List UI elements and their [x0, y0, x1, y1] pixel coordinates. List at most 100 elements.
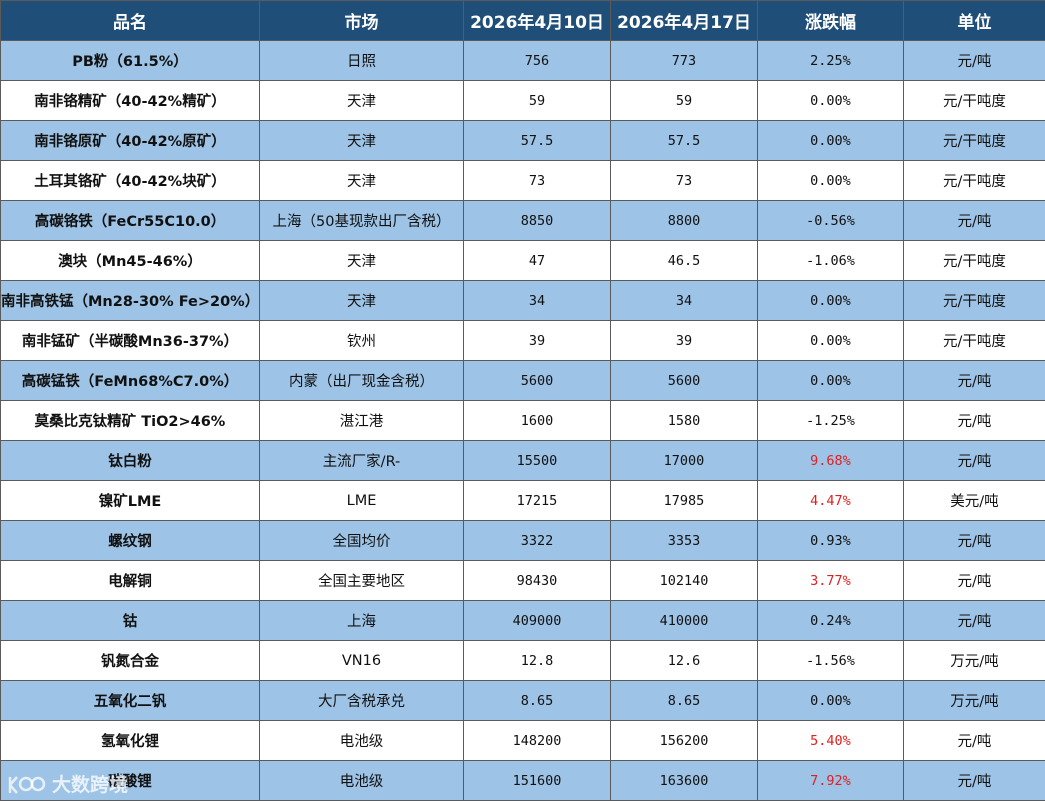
cell-curr-price: 102140 [610, 560, 758, 601]
table-row: 钴上海 409000 410000 0.24% 元/吨 [0, 600, 1045, 641]
table-row: 南非铬原矿（40-42%原矿） 天津 57.5 57.5 0.00% 元/干吨度 [0, 120, 1045, 161]
table-row: 土耳其铬矿（40-42%块矿） 天津 73 73 0.00% 元/干吨度 [0, 160, 1045, 201]
cell-change: -1.56% [757, 640, 904, 681]
cell-prev-price: 73 [463, 160, 611, 201]
cell-change: 0.00% [757, 360, 904, 401]
cell-unit: 元/干吨度 [903, 280, 1045, 321]
cell-change: -0.56% [757, 200, 904, 241]
cell-market: 全国主要地区 [259, 560, 464, 601]
cell-curr-price: 73 [610, 160, 758, 201]
cell-unit: 元/吨 [903, 400, 1045, 441]
cell-name: 碳酸锂 [0, 760, 260, 801]
cell-market: 上海（50基现款出厂含税） [259, 200, 464, 241]
cell-market: 日照 [259, 40, 464, 81]
cell-change: -1.25% [757, 400, 904, 441]
cell-market: 天津 [259, 120, 464, 161]
cell-unit: 元/干吨度 [903, 240, 1045, 281]
cell-change: 0.00% [757, 80, 904, 121]
cell-prev-price: 5600 [463, 360, 611, 401]
cell-curr-price: 46.5 [610, 240, 758, 281]
cell-unit: 万元/吨 [903, 680, 1045, 721]
cell-unit: 万元/吨 [903, 640, 1045, 681]
cell-name: 南非铬原矿（40-42%原矿） [0, 120, 260, 161]
cell-curr-price: 57.5 [610, 120, 758, 161]
cell-change: 0.93% [757, 520, 904, 561]
cell-market: 天津 [259, 280, 464, 321]
cell-change: 0.00% [757, 160, 904, 201]
cell-change: 0.00% [757, 680, 904, 721]
cell-prev-price: 151600 [463, 760, 611, 801]
cell-prev-price: 8850 [463, 200, 611, 241]
cell-unit: 元/吨 [903, 560, 1045, 601]
cell-change: 0.00% [757, 120, 904, 161]
cell-curr-price: 17000 [610, 440, 758, 481]
cell-unit: 美元/吨 [903, 480, 1045, 521]
cell-change: 5.40% [757, 720, 904, 761]
cell-curr-price: 410000 [610, 600, 758, 641]
cell-market: 大厂含税承兑 [259, 680, 464, 721]
cell-change: 9.68% [757, 440, 904, 481]
header-curr-date: 2026年4月17日 [610, 0, 758, 41]
cell-change: 0.24% [757, 600, 904, 641]
cell-market: 天津 [259, 240, 464, 281]
table-row: 碳酸锂 电池级 151600 163600 7.92% 元/吨 [0, 760, 1045, 801]
cell-change: 7.92% [757, 760, 904, 801]
table-row: 氢氧化锂 电池级 148200 156200 5.40% 元/吨 [0, 720, 1045, 761]
cell-curr-price: 773 [610, 40, 758, 81]
cell-unit: 元/吨 [903, 600, 1045, 641]
cell-curr-price: 39 [610, 320, 758, 361]
header-prev-date: 2026年4月10日 [463, 0, 611, 41]
cell-name: 螺纹钢 [0, 520, 260, 561]
table-row: PB粉（61.5%） 日照 756 773 2.25% 元/吨 [0, 40, 1045, 81]
cell-name: 氢氧化锂 [0, 720, 260, 761]
cell-prev-price: 8.65 [463, 680, 611, 721]
cell-prev-price: 756 [463, 40, 611, 81]
table-row: 钛白粉 主流厂家/R- 15500 17000 9.68% 元/吨 [0, 440, 1045, 481]
cell-unit: 元/吨 [903, 520, 1045, 561]
cell-prev-price: 1600 [463, 400, 611, 441]
cell-prev-price: 15500 [463, 440, 611, 481]
cell-curr-price: 12.6 [610, 640, 758, 681]
cell-prev-price: 3322 [463, 520, 611, 561]
cell-unit: 元/吨 [903, 200, 1045, 241]
cell-unit: 元/吨 [903, 760, 1045, 801]
cell-market: VN16 [259, 640, 464, 681]
cell-name: 五氧化二钒 [0, 680, 260, 721]
cell-name: 电解铜 [0, 560, 260, 601]
cell-curr-price: 59 [610, 80, 758, 121]
cell-curr-price: 8.65 [610, 680, 758, 721]
cell-unit: 元/吨 [903, 720, 1045, 761]
cell-prev-price: 39 [463, 320, 611, 361]
cell-name: 澳块（Mn45-46%） [0, 240, 260, 281]
table-row: 高碳铬铁（FeCr55C10.0） 上海（50基现款出厂含税） 8850 8800 -0… [0, 200, 1045, 241]
header-unit: 单位 [903, 0, 1045, 41]
cell-name: 土耳其铬矿（40-42%块矿） [0, 160, 260, 201]
cell-market: 全国均价 [259, 520, 464, 561]
cell-unit: 元/干吨度 [903, 320, 1045, 361]
cell-name: 南非锰矿（半碳酸Mn36-37%） [0, 320, 260, 361]
cell-change: 3.77% [757, 560, 904, 601]
cell-curr-price: 8800 [610, 200, 758, 241]
cell-curr-price: 163600 [610, 760, 758, 801]
cell-unit: 元/干吨度 [903, 80, 1045, 121]
cell-name: 钒氮合金 [0, 640, 260, 681]
table-row: 南非高铁锰（Mn28-30% Fe>20%） 天津 34 34 0.00% 元/干吨度 [0, 280, 1045, 321]
table-row: 钒氮合金 VN16 12.8 12.6 -1.56% 万元/吨 [0, 640, 1045, 681]
header-row: 品名 市场 2026年4月10日 2026年4月17日 涨跌幅 单位 [0, 0, 1045, 41]
table-row: 镍矿LME LME 17215 17985 4.47% 美元/吨 [0, 480, 1045, 521]
cell-curr-price: 3353 [610, 520, 758, 561]
cell-prev-price: 98430 [463, 560, 611, 601]
cell-name: PB粉（61.5%） [0, 40, 260, 81]
cell-unit: 元/吨 [903, 440, 1045, 481]
cell-prev-price: 17215 [463, 480, 611, 521]
cell-name: 高碳锰铁（FeMn68%C7.0%） [0, 360, 260, 401]
table-row: 五氧化二钒 大厂含税承兑 8.65 8.65 0.00% 万元/吨 [0, 680, 1045, 721]
cell-market: 湛江港 [259, 400, 464, 441]
cell-prev-price: 12.8 [463, 640, 611, 681]
cell-market: 钦州 [259, 320, 464, 361]
cell-name: 南非铬精矿（40-42%精矿） [0, 80, 260, 121]
cell-market: LME [259, 480, 464, 521]
cell-curr-price: 156200 [610, 720, 758, 761]
table-row: 电解铜 全国主要地区 98430 102140 3.77% 元/吨 [0, 560, 1045, 601]
